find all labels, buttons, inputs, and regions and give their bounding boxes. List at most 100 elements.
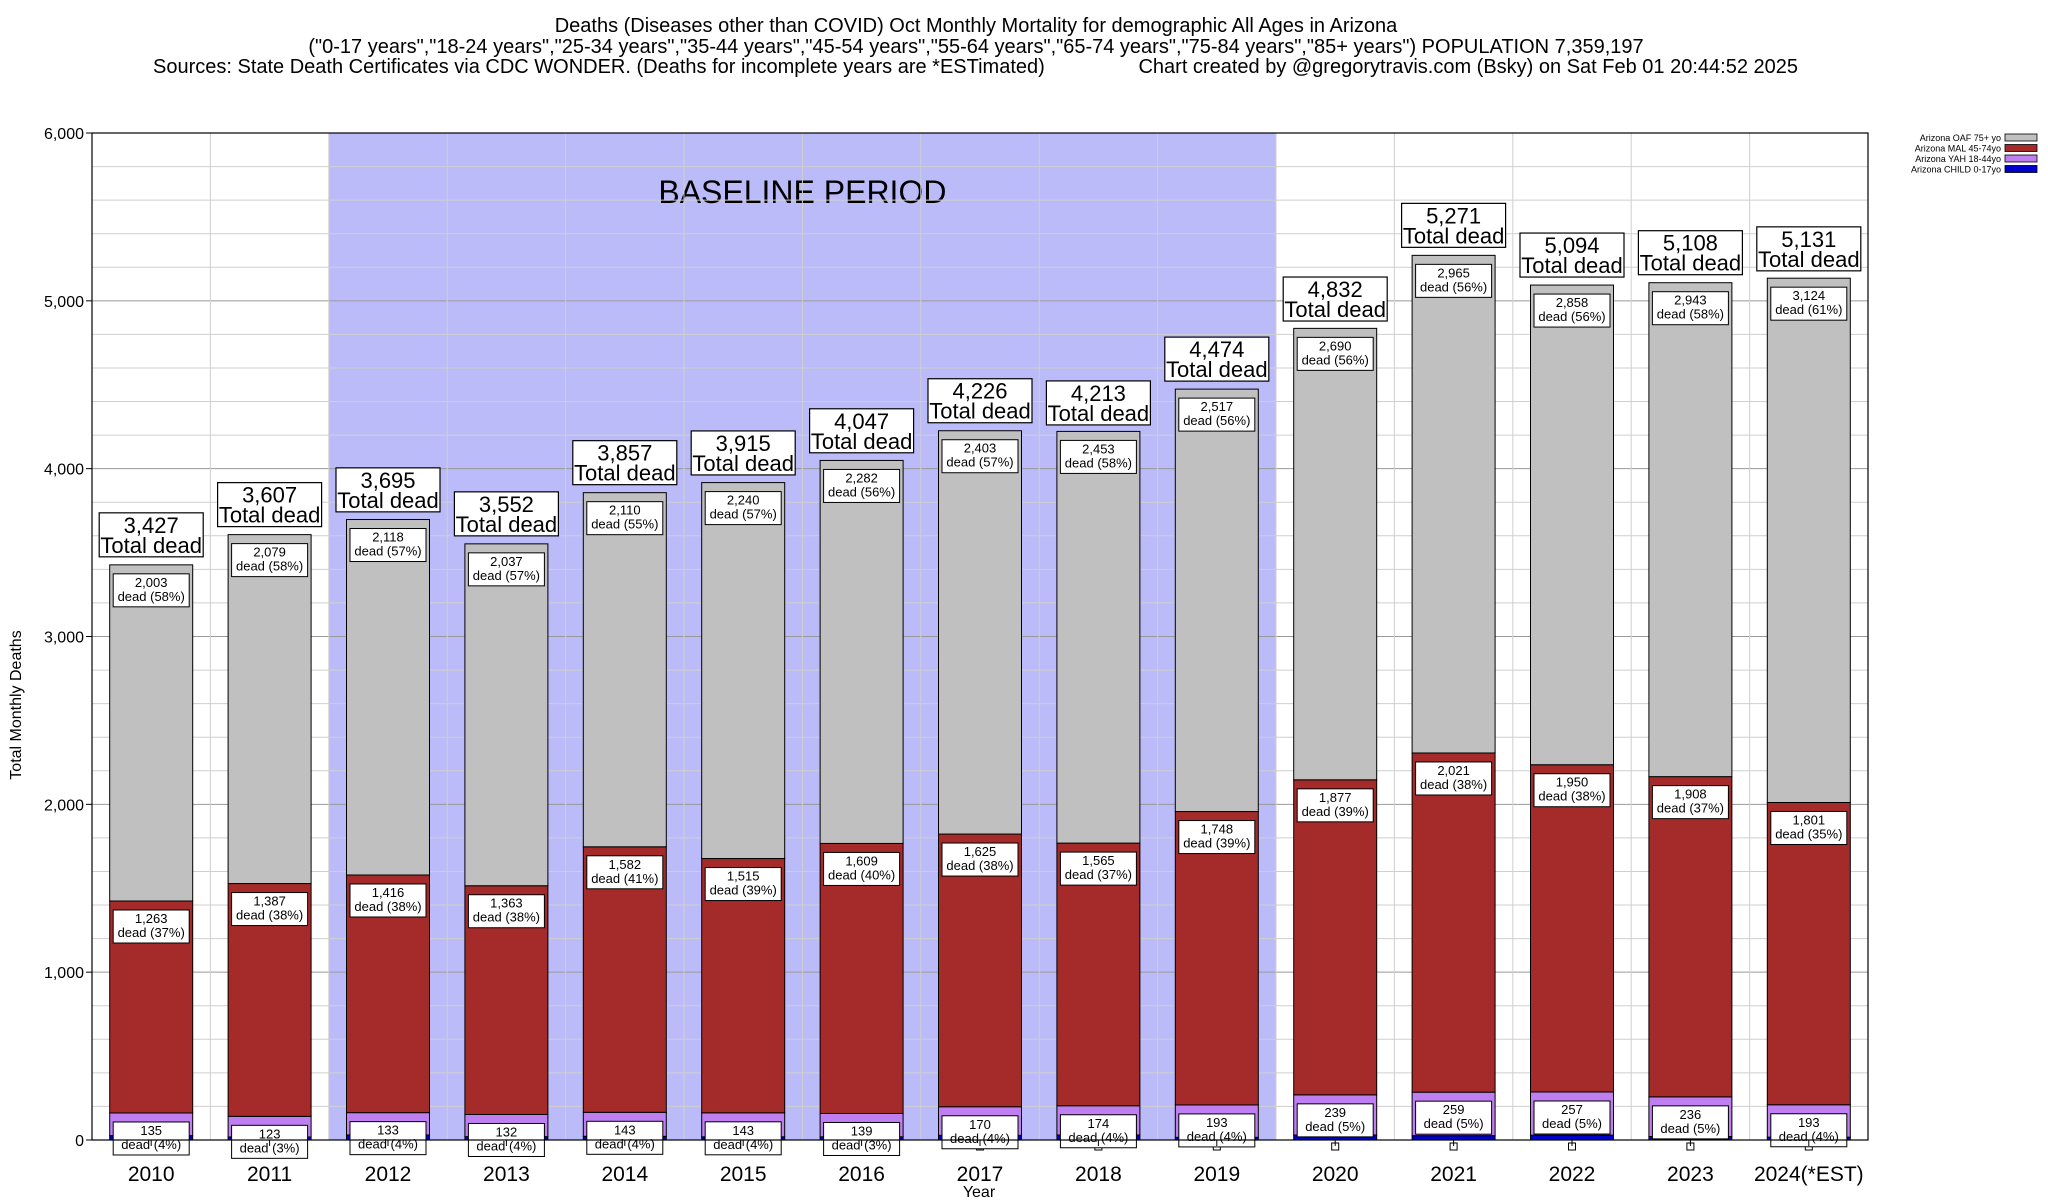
segment-label-box bbox=[467, 552, 545, 587]
total-label-suffix: Total dead bbox=[219, 503, 321, 528]
segment-label-box bbox=[1770, 286, 1848, 321]
segment-label-value: 2,943 bbox=[1674, 293, 1707, 308]
segment-label-value: 1,565 bbox=[1082, 853, 1115, 868]
legend-entry-label: Arizona YAH 18-44yo bbox=[1915, 154, 2001, 164]
bar-segment-oaf bbox=[1056, 430, 1141, 844]
total-label-suffix: Total dead bbox=[1758, 247, 1860, 272]
segment-label-percent: dead (41%) bbox=[591, 871, 658, 886]
segment-label-box bbox=[1178, 397, 1256, 432]
segment-label-value: 1,625 bbox=[964, 844, 997, 859]
segment-label-value: 123 bbox=[259, 1126, 281, 1141]
segment-label-value: 3,124 bbox=[1793, 288, 1826, 303]
segment-label-box bbox=[1296, 1103, 1374, 1138]
total-label-box bbox=[1756, 226, 1862, 272]
x-tick-label: 2019 bbox=[1193, 1163, 1240, 1186]
segment-label-percent: dead (58%) bbox=[1065, 455, 1132, 470]
segment-label-percent: dead (58%) bbox=[236, 559, 303, 574]
bar-segment-mal bbox=[1056, 842, 1141, 1107]
chart-title: Deaths (Diseases other than COVID) Oct M… bbox=[153, 15, 1798, 78]
total-label-box bbox=[1519, 232, 1625, 278]
segment-label-value: 2,453 bbox=[1082, 441, 1115, 456]
segment-label-box bbox=[349, 1121, 427, 1156]
segment-label-value: 1,748 bbox=[1201, 822, 1234, 837]
bar-segment-mal bbox=[1411, 752, 1496, 1093]
segment-label-percent: dead (35%) bbox=[1775, 826, 1842, 841]
total-label-suffix: Total dead bbox=[456, 512, 558, 537]
bar-segment-oaf bbox=[819, 459, 904, 844]
segment-label-value: 2,282 bbox=[845, 470, 878, 485]
segment-label-percent: dead (37%) bbox=[118, 925, 185, 940]
x-tick-label: 2023 bbox=[1667, 1163, 1714, 1186]
segment-label-value: 2,965 bbox=[1437, 265, 1470, 280]
y-tick-label: 1,000 bbox=[44, 965, 84, 982]
title-line-2: ("0-17 years","18-24 years","25-34 years… bbox=[308, 36, 1643, 58]
x-axis-label: Year bbox=[963, 1184, 996, 1200]
total-label-value: 3,695 bbox=[360, 468, 415, 493]
segment-label-value: 1,582 bbox=[609, 857, 642, 872]
segment-label-value: 1,609 bbox=[845, 853, 878, 868]
segment-label-box bbox=[231, 892, 309, 927]
x-tick-label: 2011 bbox=[247, 1163, 292, 1186]
total-label-suffix: Total dead bbox=[1048, 401, 1150, 426]
segment-label-percent: dead (4%) bbox=[1068, 1130, 1128, 1145]
total-label-box bbox=[572, 440, 678, 486]
total-label-suffix: Total dead bbox=[692, 451, 794, 476]
segment-label-box bbox=[941, 842, 1019, 877]
segment-label-percent: dead (39%) bbox=[1183, 836, 1250, 851]
segment-label-percent: dead (58%) bbox=[118, 589, 185, 604]
segment-label-value: 2,517 bbox=[1201, 399, 1234, 414]
segment-label-value: 170 bbox=[969, 1117, 991, 1132]
bar-segment-child bbox=[1530, 1134, 1614, 1141]
bar-segment-oaf bbox=[701, 482, 786, 860]
segment-label-box bbox=[1651, 1105, 1729, 1140]
segment-label-percent: dead (39%) bbox=[1302, 804, 1369, 819]
total-label-suffix: Total dead bbox=[337, 488, 439, 513]
total-label-value: 4,047 bbox=[834, 409, 889, 434]
segment-label-percent: dead (56%) bbox=[1183, 413, 1250, 428]
segment-label-value: 2,403 bbox=[964, 441, 997, 456]
segment-label-value: 2,110 bbox=[609, 503, 641, 518]
segment-label-box bbox=[1296, 336, 1374, 371]
bar-segment-oaf bbox=[582, 492, 667, 848]
bar-segment-mal bbox=[1648, 776, 1733, 1098]
total-label-value: 3,915 bbox=[716, 431, 771, 456]
x-tick-label: 2020 bbox=[1312, 1163, 1359, 1186]
segment-label-value: 257 bbox=[1561, 1102, 1583, 1117]
total-label-suffix: Total dead bbox=[811, 429, 913, 454]
segment-label-box bbox=[1178, 820, 1256, 855]
x-tick-label: 2013 bbox=[483, 1163, 530, 1186]
x-tick-label: 2018 bbox=[1075, 1163, 1122, 1186]
segment-label-box bbox=[1059, 851, 1137, 886]
segment-label-value: 193 bbox=[1798, 1115, 1820, 1130]
segment-label-box bbox=[1651, 291, 1729, 326]
x-tick-label: 2022 bbox=[1549, 1163, 1596, 1186]
bar-segment-mal bbox=[1766, 801, 1851, 1106]
segment-label-box bbox=[704, 1121, 782, 1156]
segment-label-percent: dead (38%) bbox=[946, 858, 1013, 873]
total-label-value: 5,108 bbox=[1663, 231, 1718, 256]
bars bbox=[109, 254, 1851, 1141]
segment-label-box bbox=[1533, 293, 1611, 328]
y-tick-label: 4,000 bbox=[44, 462, 84, 479]
segment-label-value: 2,690 bbox=[1319, 338, 1352, 353]
segment-label-value: 2,037 bbox=[490, 554, 523, 569]
segment-label-value: 2,118 bbox=[372, 530, 404, 545]
total-label-value: 4,474 bbox=[1189, 337, 1244, 362]
segment-label-box bbox=[1059, 439, 1137, 474]
bar-segment-oaf bbox=[1530, 284, 1614, 766]
total-label-suffix: Total dead bbox=[929, 399, 1031, 424]
segment-label-percent: dead (56%) bbox=[1538, 309, 1605, 324]
legend-swatch bbox=[2004, 133, 2038, 142]
segment-label-box bbox=[112, 909, 190, 944]
axes: 2010 2011 2012 2013 2014 2015 2016 2017 2018 2019… bbox=[44, 126, 1869, 1186]
bar-segment-oaf bbox=[346, 519, 430, 876]
segment-label-box bbox=[231, 543, 309, 578]
segment-label-value: 1,416 bbox=[372, 885, 405, 900]
segment-label-value: 143 bbox=[732, 1123, 754, 1138]
segment-label-value: 133 bbox=[377, 1123, 399, 1138]
segment-label-value: 1,515 bbox=[727, 869, 760, 884]
segment-label-percent: dead (38%) bbox=[1420, 777, 1487, 792]
segment-label-percent: dead (38%) bbox=[473, 910, 540, 925]
total-label-box bbox=[1164, 336, 1270, 382]
